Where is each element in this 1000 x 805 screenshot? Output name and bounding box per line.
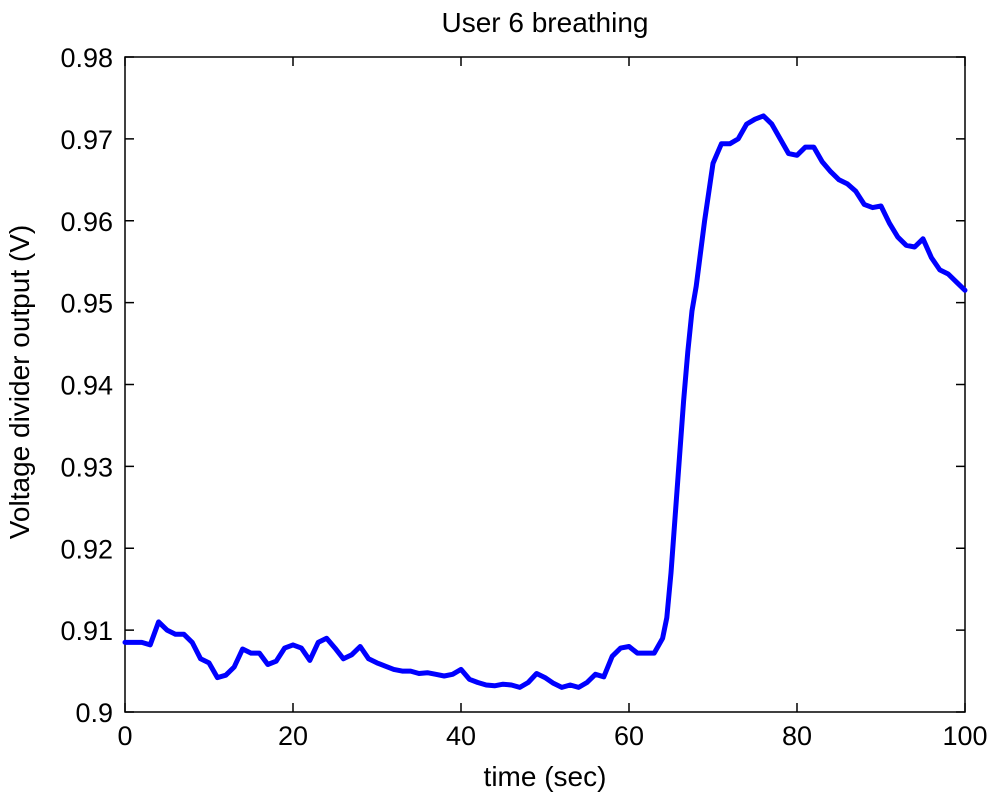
series-line [122, 113, 968, 690]
y-tick-label: 0.93 [60, 452, 113, 482]
x-tick-label: 80 [782, 721, 812, 751]
x-tick-label: 40 [446, 721, 476, 751]
y-tick-label: 0.9 [75, 698, 113, 728]
y-axis-title: Voltage divider output (V) [4, 225, 35, 539]
x-tick-label: 100 [942, 721, 987, 751]
y-tick-label: 0.94 [60, 371, 113, 401]
y-tick-label: 0.98 [60, 43, 113, 73]
x-tick-label: 60 [614, 721, 644, 751]
x-axis-title: time (sec) [484, 761, 607, 792]
x-tick-label: 0 [117, 721, 132, 751]
y-tick-label: 0.96 [60, 207, 113, 237]
chart-title: User 6 breathing [441, 7, 648, 38]
y-axis: 0.9 0.91 0.92 0.93 0.94 0.95 0.96 0.97 0.98 [60, 43, 965, 728]
x-tick-label: 20 [278, 721, 308, 751]
y-tick-label: 0.95 [60, 289, 113, 319]
x-axis: 0 20 40 60 80 100 [117, 57, 988, 751]
y-tick-label: 0.91 [60, 616, 113, 646]
y-tick-label: 0.92 [60, 534, 113, 564]
y-tick-label: 0.97 [60, 125, 113, 155]
